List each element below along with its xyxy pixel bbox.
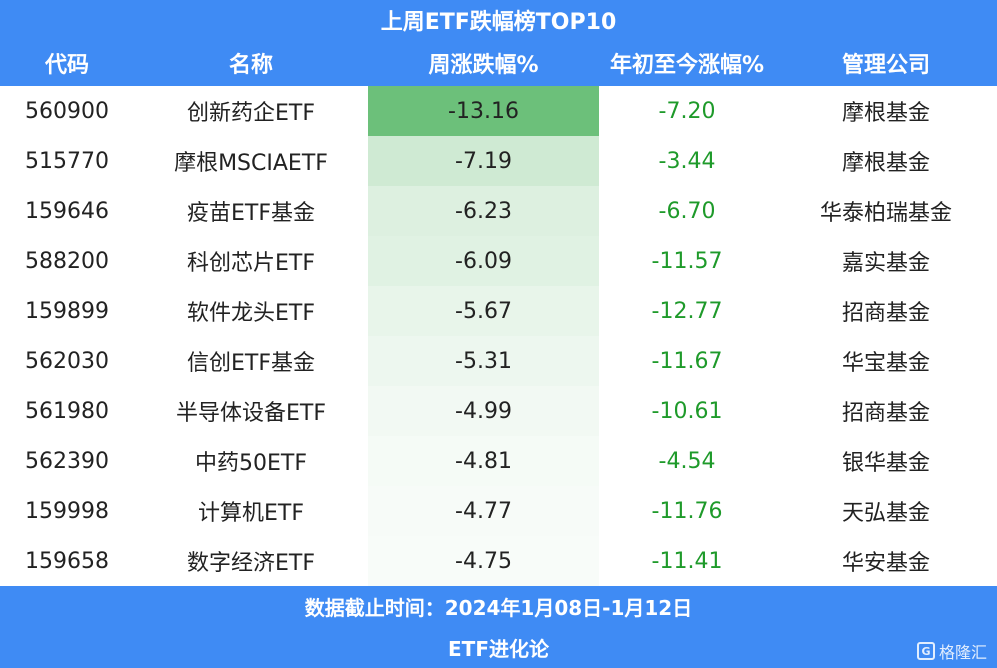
cell-code: 562030: [25, 348, 109, 374]
data-cutoff-note: 数据截止时间：2024年1月08日-1月12日: [0, 586, 997, 626]
cell-ytd-change: -4.54: [658, 448, 716, 474]
cell-ytd-change: -12.77: [651, 298, 723, 324]
cell-week-change: -4.81: [368, 436, 599, 486]
cell-company: 华安基金: [841, 551, 930, 576]
cell-name: 信创ETF基金: [187, 351, 315, 376]
header-ytd-change: 年初至今涨幅%: [609, 53, 765, 78]
cell-ytd-change: -10.61: [651, 398, 723, 424]
table-row: 159998 计算机ETF -4.77 -11.76 天弘基金: [0, 486, 997, 536]
cell-code: 561980: [25, 398, 109, 424]
cell-ytd-change: -11.67: [651, 348, 723, 374]
cell-company: 华宝基金: [841, 351, 930, 376]
table-row: 159899 软件龙头ETF -5.67 -12.77 招商基金: [0, 286, 997, 336]
cell-code: 560900: [25, 98, 109, 124]
header-code: 代码: [44, 53, 89, 78]
table-row: 588200 科创芯片ETF -6.09 -11.57 嘉实基金: [0, 236, 997, 286]
table-row: 515770 摩根MSCIAETF -7.19 -3.44 摩根基金: [0, 136, 997, 186]
cell-code: 588200: [25, 248, 109, 274]
cell-name: 中药50ETF: [195, 451, 307, 476]
gelonghui-logo-icon: G: [916, 642, 935, 660]
cell-week-change: -5.31: [368, 336, 599, 386]
cell-week-change: -6.09: [368, 236, 599, 286]
cell-company: 招商基金: [841, 301, 930, 326]
cell-week-change: -4.75: [368, 536, 599, 586]
cell-code: 159998: [25, 498, 109, 524]
cell-week-change: -5.67: [368, 286, 599, 336]
cell-company: 招商基金: [841, 401, 930, 426]
cell-name: 创新药企ETF: [187, 101, 315, 126]
cell-week-change: -13.16: [368, 86, 599, 136]
cell-company: 摩根基金: [841, 151, 930, 176]
table-row: 159658 数字经济ETF -4.75 -11.41 华安基金: [0, 536, 997, 586]
table-row: 562390 中药50ETF -4.81 -4.54 银华基金: [0, 436, 997, 486]
table-body: 560900 创新药企ETF -13.16 -7.20 摩根基金 515770 …: [0, 86, 997, 586]
cell-name: 数字经济ETF: [187, 551, 315, 576]
table-title: 上周ETF跌幅榜TOP10: [0, 0, 997, 40]
cell-week-change: -6.23: [368, 186, 599, 236]
cell-code: 515770: [25, 148, 109, 174]
cell-ytd-change: -11.57: [651, 248, 723, 274]
header-name: 名称: [228, 53, 273, 78]
cell-name: 摩根MSCIAETF: [174, 151, 328, 176]
cell-ytd-change: -3.44: [658, 148, 716, 174]
cell-company: 嘉实基金: [841, 251, 930, 276]
header-company: 管理公司: [841, 53, 930, 78]
cell-ytd-change: -11.41: [651, 548, 723, 574]
watermark: G 格隆汇: [916, 639, 987, 663]
watermark-text: 格隆汇: [938, 643, 987, 662]
cell-code: 159899: [25, 298, 109, 324]
cell-company: 华泰柏瑞基金: [819, 201, 952, 226]
cell-ytd-change: -6.70: [658, 198, 716, 224]
cell-ytd-change: -7.20: [658, 98, 716, 124]
cell-company: 天弘基金: [841, 501, 930, 526]
cell-name: 软件龙头ETF: [187, 301, 315, 326]
table-row: 159646 疫苗ETF基金 -6.23 -6.70 华泰柏瑞基金: [0, 186, 997, 236]
cell-name: 疫苗ETF基金: [187, 201, 315, 226]
cell-code: 159658: [25, 548, 109, 574]
cell-week-change: -7.19: [368, 136, 599, 186]
table-row: 562030 信创ETF基金 -5.31 -11.67 华宝基金: [0, 336, 997, 386]
cell-name: 半导体设备ETF: [176, 401, 326, 426]
cell-name: 科创芯片ETF: [187, 251, 315, 276]
cell-company: 银华基金: [841, 451, 930, 476]
cell-code: 159646: [25, 198, 109, 224]
header-week-change: 周涨跌幅%: [428, 53, 539, 78]
cell-code: 562390: [25, 448, 109, 474]
column-headers: 代码 名称 周涨跌幅% 年初至今涨幅% 管理公司: [0, 40, 997, 86]
table-row: 560900 创新药企ETF -13.16 -7.20 摩根基金: [0, 86, 997, 136]
source-brand: ETF进化论: [0, 626, 997, 668]
cell-ytd-change: -11.76: [651, 498, 723, 524]
cell-company: 摩根基金: [841, 101, 930, 126]
cell-week-change: -4.77: [368, 486, 599, 536]
cell-name: 计算机ETF: [198, 501, 304, 526]
cell-week-change: -4.99: [368, 386, 599, 436]
table-row: 561980 半导体设备ETF -4.99 -10.61 招商基金: [0, 386, 997, 436]
